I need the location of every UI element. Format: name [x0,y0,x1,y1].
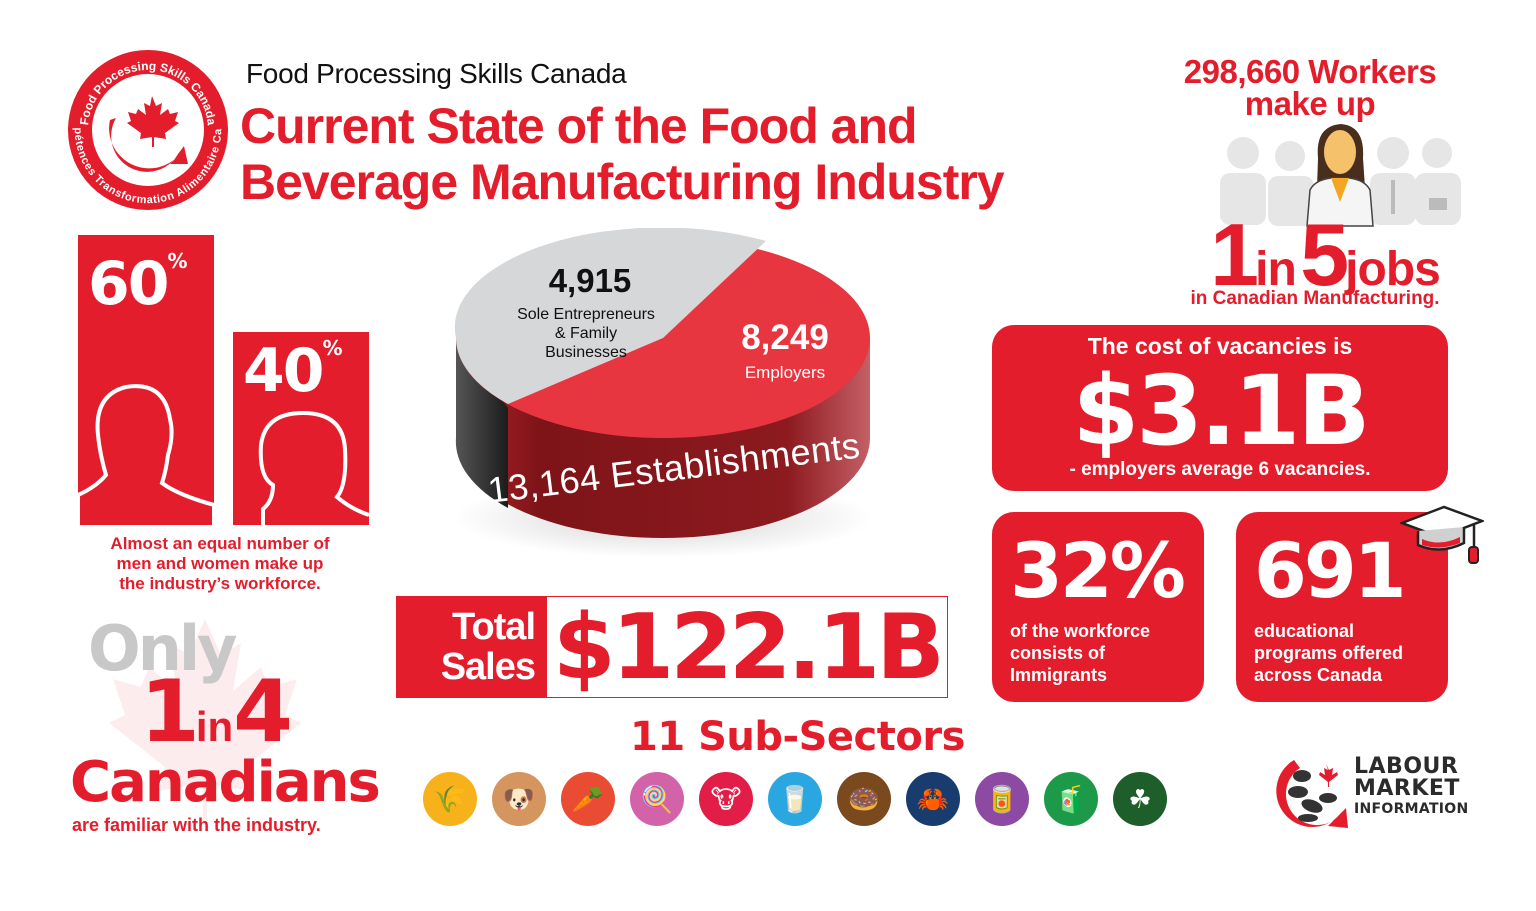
familiar-caption: are familiar with the industry. [72,815,321,835]
maple-leaf-icon [109,619,301,823]
canadians-word: Canadians [70,750,381,815]
immigrants-value: 32% [1010,526,1186,615]
one-in-four: 1in4 [140,662,293,762]
vacancy-cost-panel: The cost of vacancies is $3.1B - employe… [992,325,1448,491]
title-line-1: Current State of the Food and [240,98,918,154]
cannabis-leaf-icon[interactable]: ☘ [1113,772,1167,826]
programs-panel: 691 educational programs offered across … [1236,512,1448,702]
grain-icon[interactable]: 🌾 [423,772,477,826]
establishments-pie-chart [453,228,873,558]
crab-icon[interactable]: 🦀 [906,772,960,826]
milk-carton-icon[interactable]: 🥛 [768,772,822,826]
fpsc-logo: Food Processing Skills Canada Compétence… [66,48,228,210]
man-silhouette-icon [78,384,214,525]
donut-bread-icon[interactable]: 🍩 [837,772,891,826]
pet-food-bag-icon[interactable]: 🐶 [492,772,546,826]
vacancy-heading: The cost of vacancies is [1087,333,1353,359]
sole-entrepreneurs-value: 4,915 [548,262,632,299]
maple-leaf-arrow-icon [109,96,188,172]
page-title: Current State of the Food and Beverage M… [240,98,1005,210]
lmi-logo-icon [1276,760,1348,828]
women-percentage-bar: 40% [233,332,369,525]
vacancy-amount: $3.1B [1072,355,1370,467]
carrot-icon[interactable]: 🥕 [561,772,615,826]
total-sales-label: Total Sales [397,597,547,697]
woman-silhouette-icon [258,410,369,525]
immigrants-panel: 32% of the workforce consists of Immigra… [992,512,1204,702]
subsector-icons: 🌾 🐶 🥕 🍭 🐮 🥛 🍩 🦀 🥫 🧃 ☘ [423,772,1167,826]
employers-value: 8,249 [741,318,829,357]
subsectors-title: 11 Sub-Sectors [630,714,965,760]
sole-entrepreneurs-label: Sole Entrepreneurs & Family Businesses [517,306,655,361]
title-line-2: Beverage Manufacturing Industry [240,154,1005,210]
one-in-five-jobs: 1in 5jobs [1210,205,1441,304]
total-sales-value: $122.1B [553,594,945,700]
lollipop-icon[interactable]: 🍭 [630,772,684,826]
graduation-cap-icon [1400,505,1484,564]
programs-value: 691 [1254,526,1407,615]
workers-make-up: make up [1244,85,1376,122]
lmi-logo-text: LABOUR MARKET INFORMATION [1354,754,1469,817]
men-percentage-bar: 60% [78,235,214,525]
immigrants-caption: of the workforce consists of Immigrants [1010,621,1151,685]
vacancy-caption: - employers average 6 vacancies. [1069,459,1371,480]
gender-caption: Almost an equal number of men and women … [110,534,330,593]
beverage-can-icon[interactable]: 🥫 [975,772,1029,826]
men-percentage: 60% [88,249,188,319]
org-name: Food Processing Skills Canada [246,58,627,89]
employers-label: Employers [744,363,826,382]
manufacturing-caption: in Canadian Manufacturing. [1190,288,1440,309]
women-percentage: 40% [243,336,343,406]
programs-caption: educational programs offered across Cana… [1254,621,1404,685]
workers-title: 298,660 Workers make up [1150,53,1470,122]
snack-bag-icon[interactable]: 🧃 [1044,772,1098,826]
workers-group-icon [1220,124,1461,227]
total-sales-box: Total Sales $122.1B [396,594,948,700]
cow-icon[interactable]: 🐮 [699,772,753,826]
only-word: Only [88,612,238,685]
workers-count: 298,660 Workers [1183,53,1437,90]
